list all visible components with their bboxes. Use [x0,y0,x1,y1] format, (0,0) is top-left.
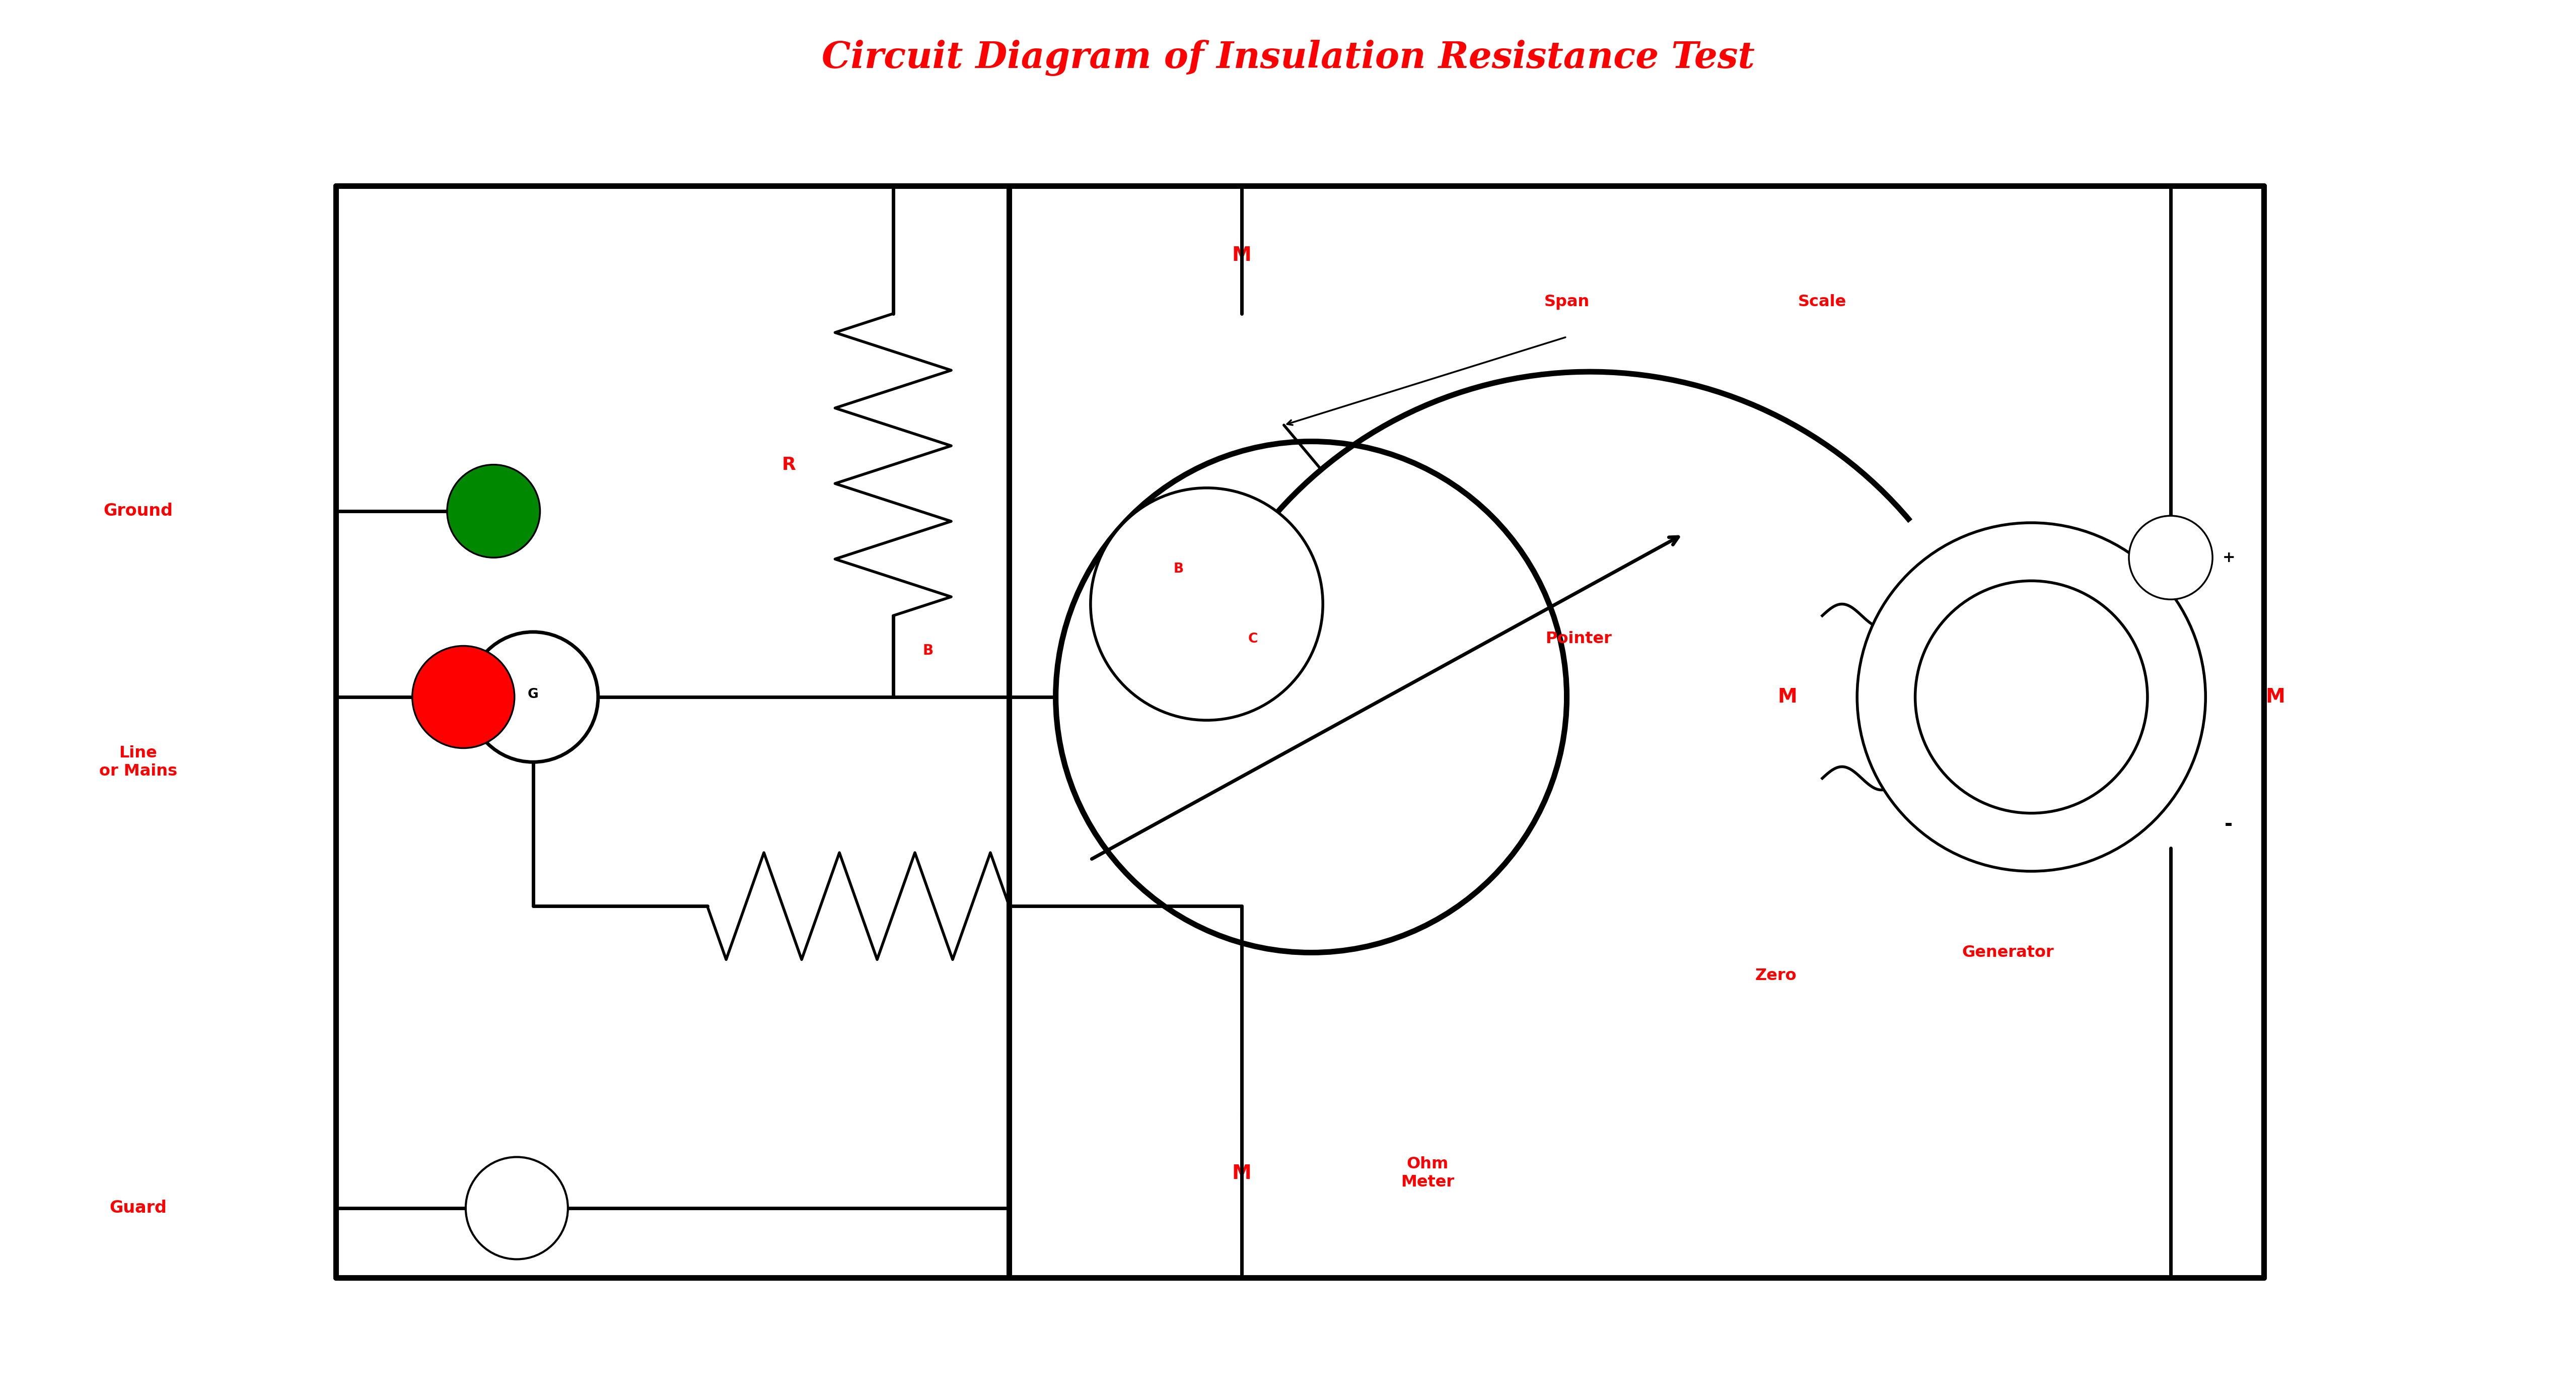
Circle shape [1914,581,2148,813]
Text: Span: Span [1543,294,1589,309]
Text: Generator: Generator [1963,945,2053,960]
Text: -: - [2226,815,2233,835]
Text: Zero: Zero [1754,967,1795,984]
Circle shape [469,631,598,763]
Text: M: M [1231,1164,1252,1184]
Text: Pointer: Pointer [1546,631,1613,647]
Circle shape [412,645,515,749]
Text: Line
or Mains: Line or Mains [98,746,178,779]
Text: R: R [781,456,796,473]
Text: +: + [2223,551,2236,565]
Text: M: M [1777,687,1798,707]
Text: Ground: Ground [103,503,173,520]
Text: Circuit Diagram of Insulation Resistance Test: Circuit Diagram of Insulation Resistance… [822,40,1754,77]
Circle shape [1857,523,2205,871]
Circle shape [466,1157,567,1259]
Text: G: G [528,689,538,701]
Text: B: B [1175,563,1185,576]
Circle shape [448,464,541,558]
Circle shape [1090,488,1324,721]
Text: C: C [1249,633,1257,645]
Text: B: B [922,644,933,658]
Text: Scale: Scale [1798,294,1847,309]
Circle shape [2128,516,2213,599]
Text: M: M [2264,687,2285,707]
Text: Guard: Guard [111,1200,167,1217]
Text: M: M [1231,245,1252,265]
Text: Ohm
Meter: Ohm Meter [1401,1157,1453,1190]
Circle shape [1056,442,1566,952]
